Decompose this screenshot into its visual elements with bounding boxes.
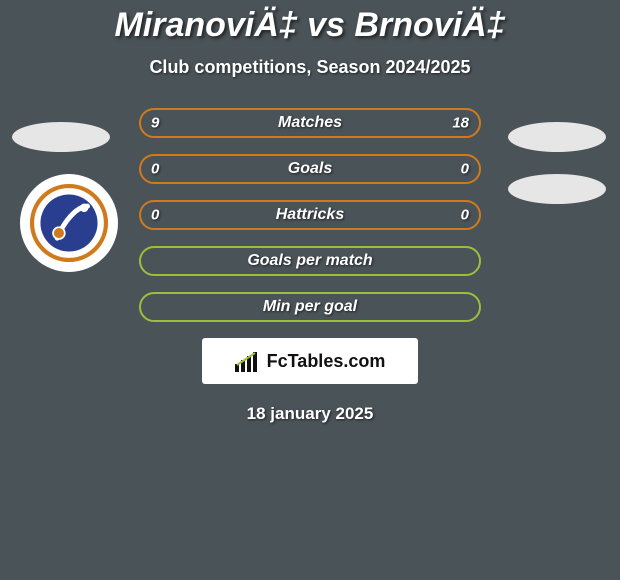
stat-right-value: 0	[461, 161, 469, 178]
stat-row-hattricks: 0 Hattricks 0	[139, 200, 481, 230]
stat-row-goals-per-match: Goals per match	[139, 246, 481, 276]
stat-right-value: 0	[461, 207, 469, 224]
stat-left-value: 9	[151, 115, 159, 132]
stat-row-goals: 0 Goals 0	[139, 154, 481, 184]
date-label: 18 january 2025	[0, 404, 620, 424]
stat-row-matches: 9 Matches 18	[139, 108, 481, 138]
page-title: MiranoviÄ‡ vs BrnoviÄ‡	[0, 0, 620, 45]
page-subtitle: Club competitions, Season 2024/2025	[0, 57, 620, 78]
stat-label: Min per goal	[263, 298, 357, 316]
stat-label: Matches	[278, 114, 342, 132]
stat-left-value: 0	[151, 161, 159, 178]
stat-label: Goals per match	[247, 252, 372, 270]
brand-box: FcTables.com	[202, 338, 418, 384]
stats-container: 9 Matches 18 0 Goals 0 0 Hattricks 0 Goals per ma…	[0, 108, 620, 424]
stat-label: Hattricks	[276, 206, 344, 224]
stat-left-value: 0	[151, 207, 159, 224]
stat-label: Goals	[288, 160, 332, 178]
stat-right-value: 18	[452, 115, 469, 132]
brand-label: FcTables.com	[267, 351, 386, 372]
stat-row-min-per-goal: Min per goal	[139, 292, 481, 322]
brand-bars-icon	[235, 350, 261, 372]
